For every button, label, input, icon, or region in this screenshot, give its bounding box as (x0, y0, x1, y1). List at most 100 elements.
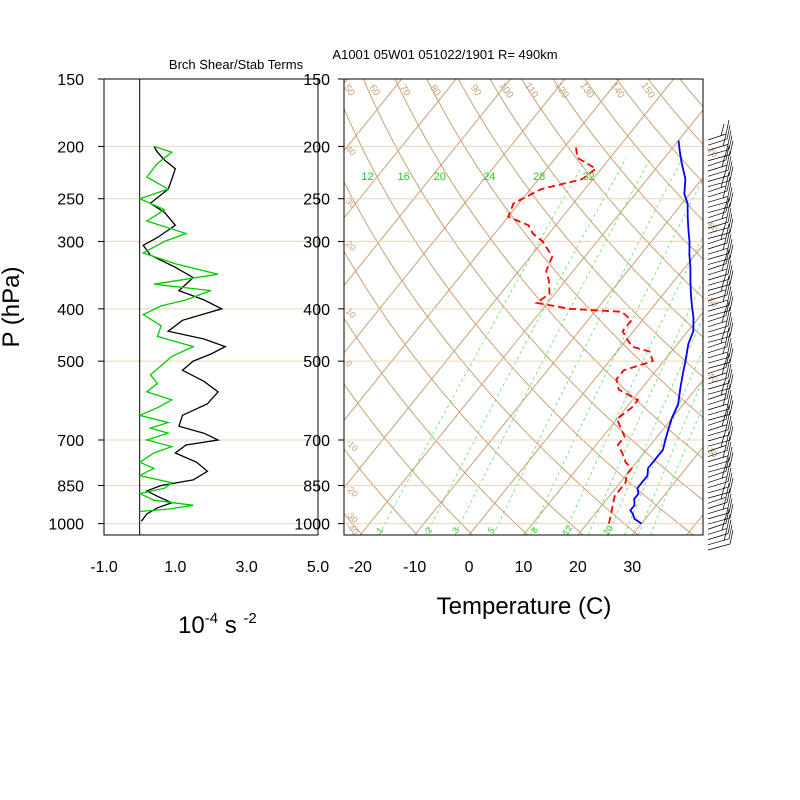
wind-barb (707, 389, 732, 411)
wind-barb (707, 135, 733, 156)
mixing-ratio-line (623, 349, 703, 535)
wind-barb (707, 483, 730, 504)
right-x-tick-labels: -20 -10 0 10 20 30 (349, 559, 642, 576)
isotherm-label-left: 40 (344, 144, 358, 158)
right-xtick-label: -20 (349, 559, 372, 576)
mixing-ratio-label: 24 (483, 171, 495, 183)
right-xtick-label: 10 (515, 559, 533, 576)
isotherm-label-left: 10 (344, 306, 358, 320)
left-ytick-label-500: 500 (57, 354, 84, 371)
wind-barb (707, 452, 734, 473)
left-ytick-label-200: 200 (57, 139, 84, 156)
left-series-1 (137, 145, 219, 513)
wind-barb (707, 509, 730, 530)
mixing-ratio-bottom-label: 2 (423, 525, 434, 535)
mixing-ratio-line (588, 279, 703, 535)
wind-barb (707, 379, 730, 400)
isotherm (344, 79, 511, 287)
wind-barb (707, 119, 730, 141)
isotherm (631, 446, 703, 535)
wind-barb (707, 405, 730, 426)
mixing-ratio-line (650, 405, 703, 535)
mixing-ratio-label: 28 (533, 171, 545, 183)
wind-barb (707, 503, 734, 525)
wind-barb (707, 524, 733, 546)
wind-barb (707, 343, 733, 364)
wind-barb (707, 384, 731, 406)
wind-barb (707, 291, 733, 312)
mixing-ratio-bottom-label: 8 (529, 525, 540, 535)
isotherm (344, 79, 620, 422)
wind-barb (707, 213, 733, 234)
left-panel-title: Brch Shear/Stab Terms (169, 57, 304, 72)
wind-barb (707, 462, 731, 483)
left-ytick-label-850: 850 (57, 478, 84, 495)
wind-barb (707, 374, 734, 395)
left-x-axis-label: 10-4 s -2 (178, 610, 257, 639)
mixing-ratio-line (529, 178, 703, 535)
isotherm-label-left: 20 (344, 239, 358, 253)
wind-barb (707, 410, 731, 431)
wind-barb (707, 358, 731, 380)
right-xtick-label: 0 (465, 559, 474, 576)
isotherm-label-left: 0 (344, 358, 355, 369)
wind-barb (707, 369, 733, 390)
wind-barb (707, 446, 733, 468)
right-ytick-label-250: 250 (303, 192, 330, 209)
isotherm-label-left: 30 (344, 196, 358, 210)
wind-barb (707, 493, 732, 515)
wind-barb (707, 457, 730, 478)
wind-barb (707, 151, 731, 172)
wind-barb (707, 472, 733, 494)
sounding-series-group (507, 140, 695, 525)
wind-barb (707, 296, 734, 317)
mixing-ratio-line (425, 157, 627, 535)
left-xtick-label: -1.0 (90, 559, 118, 576)
mixing-ratio-line (607, 316, 703, 535)
right-ytick-label-300: 300 (303, 234, 330, 251)
wind-barb (707, 441, 732, 463)
left-ytick-label-250: 250 (57, 192, 84, 209)
wind-barb (707, 306, 731, 328)
isotherm (577, 379, 703, 535)
wind-barb (707, 286, 732, 307)
wind-barb (707, 156, 732, 177)
wind-barb (707, 436, 731, 457)
skew-t-title: A1001 05W01 051022/1901 R= 490km (332, 47, 557, 62)
mixing-ratio-bottom-label: 3 (450, 525, 461, 535)
wind-barb (707, 301, 730, 322)
wind-barb (707, 514, 731, 535)
isotherm (344, 79, 675, 489)
right-xtick-label: -10 (403, 559, 426, 576)
wind-barb (707, 317, 733, 338)
wind-barb (707, 192, 734, 213)
wind-barb (707, 223, 730, 245)
wind-barb (707, 467, 732, 489)
mixing-ratio-lines (378, 157, 703, 535)
wind-barb (707, 353, 730, 374)
wind-barb (707, 182, 732, 203)
wind-barb (707, 488, 731, 509)
wind-barb (707, 145, 730, 167)
wind-barb (707, 130, 732, 151)
left-ytick-label-400: 400 (57, 302, 84, 319)
wind-barb (707, 228, 731, 250)
left-ytick-label-1000: 1000 (48, 517, 84, 534)
skew-t-plot-frame (343, 78, 704, 536)
wind-barb (707, 348, 734, 369)
left-y-tick-labels: 150 200 250 300 400 500 700 850 1000 (48, 72, 104, 534)
mixing-ratio-label: 20 (434, 171, 446, 183)
right-y-tick-labels: 150 200 250 300 400 500 700 850 1000 (294, 72, 344, 534)
wind-barb (707, 280, 731, 302)
wind-barb (707, 478, 734, 499)
wind-barb (707, 415, 732, 437)
left-xtick-label: 3.0 (236, 559, 258, 576)
wind-barb (707, 275, 730, 297)
isotherm (359, 109, 703, 535)
mixing-ratio-line (637, 378, 703, 535)
mixing-ratio-line (563, 235, 703, 535)
left-y-axis-label: P (hPa) (0, 267, 25, 348)
left-series-0 (140, 146, 227, 522)
dry-adiabat (344, 317, 529, 535)
